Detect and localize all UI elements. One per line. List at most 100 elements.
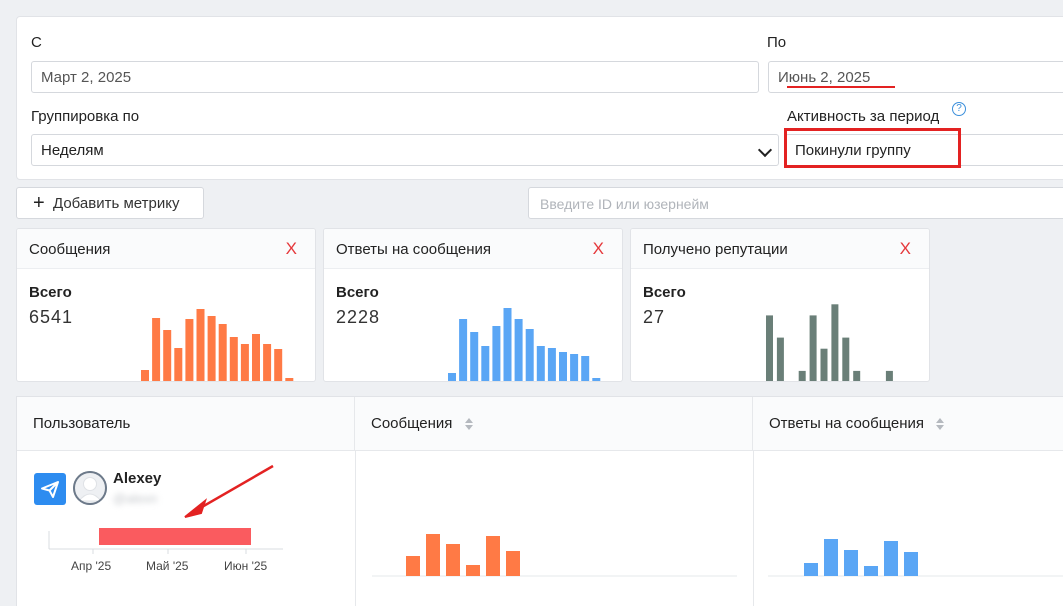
- bar: [446, 544, 460, 576]
- timeline-tick-label: Июн '25: [224, 559, 268, 573]
- timeline-bar: [99, 528, 251, 545]
- group-by-label: Группировка по: [31, 108, 140, 125]
- bar: [470, 332, 479, 381]
- user-name[interactable]: Alexey: [113, 470, 162, 487]
- bar: [274, 349, 283, 381]
- timeline-tick-label: Апр '25: [71, 559, 112, 573]
- bar: [448, 373, 456, 381]
- timeline-tick-label: Май '25: [146, 559, 189, 573]
- add-metric-button[interactable]: + Добавить метрику: [16, 187, 204, 219]
- bar: [426, 534, 440, 576]
- user-search-input[interactable]: Введите ID или юзернейм: [528, 187, 1063, 219]
- bar: [486, 536, 500, 576]
- bar: [804, 563, 818, 576]
- bar: [141, 370, 149, 381]
- bar: [885, 370, 893, 381]
- bar: [406, 556, 420, 576]
- bar: [207, 316, 216, 381]
- bar: [263, 344, 272, 381]
- bar: [581, 356, 590, 381]
- from-date-input[interactable]: Март 2, 2025: [31, 61, 759, 93]
- bar: [864, 566, 878, 576]
- red-arrow-head: [184, 498, 208, 518]
- column-divider: [753, 451, 754, 606]
- plus-icon: +: [33, 192, 45, 214]
- to-label: По: [767, 34, 787, 51]
- bar: [798, 370, 806, 381]
- bar: [536, 346, 545, 381]
- bar: [252, 334, 260, 381]
- bar: [174, 348, 183, 381]
- activity-select[interactable]: Покинули группу: [785, 134, 1063, 166]
- total-value: 27: [643, 307, 666, 327]
- metric-card-header: Ответы на сообщения X: [324, 229, 622, 269]
- metric-card-messages: Сообщения X Всего 6541: [16, 228, 316, 382]
- group-by-value: Неделям: [41, 142, 104, 159]
- close-icon[interactable]: X: [285, 239, 297, 258]
- total-value: 6541: [29, 307, 74, 327]
- bar: [240, 344, 249, 381]
- metric-card-header: Получено репутации X: [631, 229, 929, 269]
- metric-bar-chart: [141, 309, 294, 381]
- messages-mini-chart: [372, 534, 737, 577]
- bar: [766, 315, 773, 381]
- bar: [218, 324, 227, 381]
- from-label: С: [31, 34, 42, 51]
- total-label: Всего: [29, 284, 72, 301]
- bar: [884, 541, 898, 576]
- bar: [185, 319, 194, 381]
- sort-icon[interactable]: [936, 418, 945, 431]
- bar: [547, 348, 556, 381]
- column-header-label: Сообщения: [371, 415, 453, 432]
- column-header-user: Пользователь: [17, 397, 355, 451]
- users-table: Пользователь Сообщения Ответы на сообщен…: [16, 396, 1063, 606]
- metric-title: Сообщения: [29, 241, 111, 258]
- bar: [196, 309, 205, 381]
- bar: [459, 319, 468, 381]
- bar: [592, 378, 601, 381]
- metric-card-reputation: Получено репутации X Всего 27: [630, 228, 930, 382]
- bar: [506, 551, 520, 576]
- bar: [820, 348, 828, 381]
- add-metric-label: Добавить метрику: [53, 195, 180, 212]
- activity-label: Активность за период: [787, 108, 940, 125]
- red-box-annotation: [784, 128, 961, 168]
- bar: [904, 552, 918, 576]
- bar: [514, 319, 523, 381]
- user-handle: @alexn: [113, 491, 158, 506]
- help-icon[interactable]: ?: [952, 102, 966, 116]
- bar: [776, 337, 784, 381]
- close-icon[interactable]: X: [592, 239, 604, 258]
- send-message-button[interactable]: [34, 473, 66, 505]
- chevron-down-icon: [757, 142, 773, 158]
- bar: [842, 337, 850, 381]
- metric-card-replies: Ответы на сообщения X Всего 2228: [323, 228, 623, 382]
- telegram-icon: [41, 481, 59, 498]
- column-header-replies[interactable]: Ответы на сообщения: [753, 397, 1063, 451]
- bar: [570, 354, 579, 381]
- bar: [466, 565, 480, 576]
- metric-title: Ответы на сообщения: [336, 241, 492, 258]
- metric-card-header: Сообщения X: [17, 229, 315, 269]
- bar: [559, 352, 567, 381]
- bar: [481, 346, 490, 381]
- bar: [285, 378, 294, 381]
- to-date-input[interactable]: Июнь 2, 2025: [768, 61, 1063, 93]
- bar: [853, 370, 861, 381]
- bar: [809, 315, 817, 381]
- close-icon[interactable]: X: [899, 239, 911, 258]
- total-label: Всего: [643, 284, 686, 301]
- bar: [152, 318, 161, 381]
- bar: [503, 308, 512, 381]
- bar: [163, 330, 172, 381]
- bar: [229, 337, 238, 381]
- replies-mini-chart: [768, 539, 1063, 577]
- column-header-label: Ответы на сообщения: [769, 415, 925, 432]
- group-by-select[interactable]: Неделям: [31, 134, 779, 166]
- avatar[interactable]: [73, 471, 107, 505]
- metric-title: Получено репутации: [643, 241, 788, 258]
- red-arrow-annotation: [194, 464, 274, 513]
- red-underline-annotation: [787, 86, 895, 88]
- sort-icon[interactable]: [464, 418, 473, 431]
- column-header-messages[interactable]: Сообщения: [355, 397, 753, 451]
